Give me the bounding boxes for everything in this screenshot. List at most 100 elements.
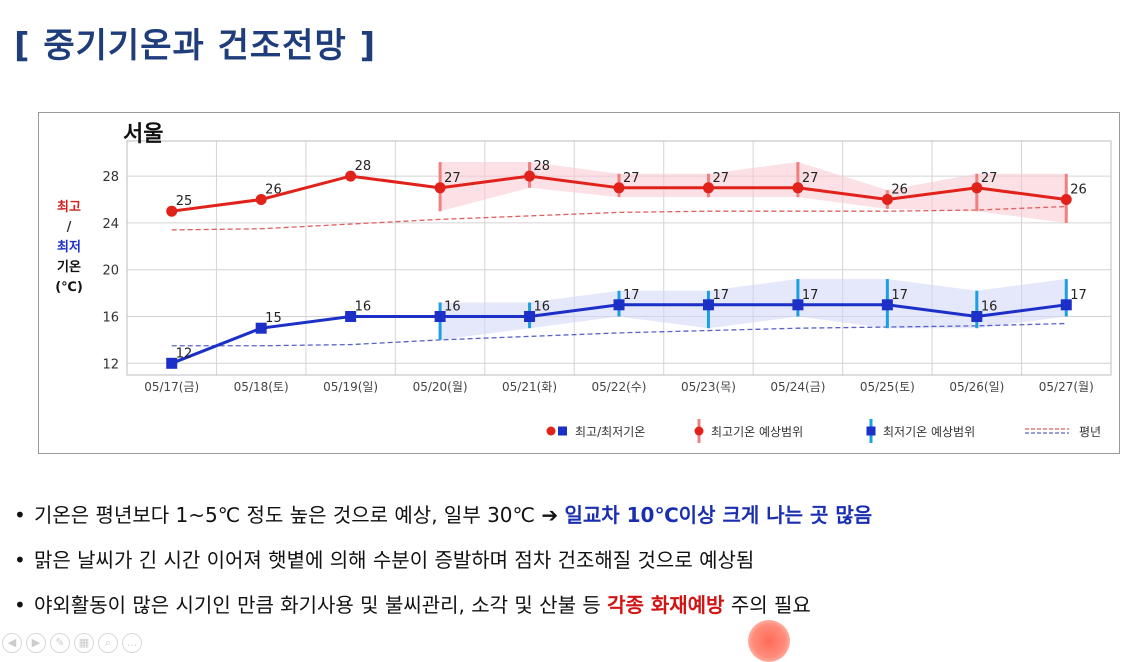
temperature-chart: 12 16 20 24 28 05/17(금) 05/18(토) 05/19(일) 05/20(… bbox=[38, 112, 1120, 454]
legend-max-range-marker bbox=[694, 426, 704, 436]
chart-svg: 12 16 20 24 28 05/17(금) 05/18(토) 05/19(일) 05/20(… bbox=[55, 122, 1112, 443]
min-range-band bbox=[440, 279, 1067, 340]
x-tick-label: 05/24(금) bbox=[770, 380, 825, 394]
data-label: 17 bbox=[891, 288, 908, 303]
legend-min-range-marker bbox=[866, 426, 876, 436]
data-label: 12 bbox=[176, 346, 193, 361]
max-temp-point bbox=[166, 205, 178, 217]
min-temp-point bbox=[881, 299, 893, 311]
data-label: 26 bbox=[891, 183, 908, 198]
x-tick-label: 05/22(수) bbox=[592, 380, 647, 394]
data-label: 17 bbox=[802, 288, 819, 303]
max-temp-point bbox=[1060, 194, 1072, 205]
max-temp-point bbox=[345, 170, 357, 182]
bullet-dot: • bbox=[14, 548, 26, 572]
y-axis-label: 최저 bbox=[57, 240, 81, 255]
data-label: 25 bbox=[176, 194, 193, 209]
min-temp-point bbox=[345, 311, 357, 322]
min-temp-point bbox=[971, 311, 983, 322]
data-label: 17 bbox=[623, 288, 640, 303]
x-tick-label: 05/23(목) bbox=[681, 380, 736, 394]
y-tick-label: 28 bbox=[102, 170, 119, 185]
data-label: 17 bbox=[712, 288, 729, 303]
x-tick-label: 05/20(월) bbox=[413, 380, 468, 394]
max-temp-point bbox=[971, 182, 983, 194]
normal-max-line bbox=[171, 205, 1067, 231]
legend-label: 평년 bbox=[1079, 425, 1101, 439]
min-temp-point bbox=[255, 322, 267, 334]
more-icon[interactable]: … bbox=[122, 633, 142, 653]
max-range-band bbox=[440, 162, 1067, 223]
bullet-text: 야외활동이 많은 시기인 만큼 화기사용 및 불씨관리, 소각 및 산불 등 bbox=[34, 593, 608, 617]
normal-min-line bbox=[171, 322, 1067, 347]
max-temp-point bbox=[702, 182, 714, 194]
min-temp-point bbox=[613, 299, 625, 311]
legend-max-marker bbox=[546, 426, 556, 436]
bullet-item-1: • 기온은 평년보다 1~5℃ 정도 높은 것으로 예상, 일부 30℃ ➔ 일교… bbox=[14, 495, 1134, 540]
max-temp-point bbox=[255, 194, 267, 205]
data-label: 26 bbox=[1070, 183, 1087, 198]
data-label: 27 bbox=[623, 171, 640, 186]
laser-pointer bbox=[748, 620, 790, 662]
data-label: 28 bbox=[534, 159, 551, 174]
bullet-item-2: • 맑은 날씨가 긴 시간 이어져 햇볕에 의해 수분이 증발하며 점차 건조해질… bbox=[14, 540, 1134, 585]
bullet-text: 맑은 날씨가 긴 시간 이어져 햇볕에 의해 수분이 증발하며 점차 건조해질 … bbox=[34, 548, 755, 572]
legend-min-marker bbox=[558, 426, 567, 436]
prev-icon[interactable]: ◀ bbox=[2, 633, 22, 653]
x-tick-label: 05/25(토) bbox=[860, 380, 915, 394]
y-axis-label: (℃) bbox=[55, 280, 83, 295]
legend-label: 최저기온 예상범위 bbox=[883, 425, 975, 439]
presentation-toolbar: ◀ ▶ ✎ ▦ ⌕… bbox=[0, 630, 220, 657]
data-label: 27 bbox=[712, 171, 729, 186]
data-label: 27 bbox=[444, 171, 461, 186]
min-temp-point bbox=[702, 299, 714, 311]
y-axis-label: 기온 bbox=[57, 260, 81, 275]
x-tick-label: 05/26(일) bbox=[949, 380, 1004, 394]
bullet-text: 기온은 평년보다 1~5℃ 정도 높은 것으로 예상, 일부 30℃ ➔ bbox=[34, 503, 565, 527]
min-temp-point bbox=[1060, 299, 1072, 311]
y-axis-label: 최고 bbox=[57, 200, 81, 215]
bullet-dot: • bbox=[14, 503, 26, 527]
max-temp-point bbox=[613, 182, 625, 194]
min-temp-point bbox=[792, 299, 804, 311]
data-label: 27 bbox=[981, 171, 998, 186]
data-label: 16 bbox=[534, 300, 551, 315]
data-label: 26 bbox=[265, 183, 282, 198]
data-label: 16 bbox=[444, 300, 461, 315]
x-tick-label: 05/27(월) bbox=[1039, 380, 1094, 394]
bullet-list: • 기온은 평년보다 1~5℃ 정도 높은 것으로 예상, 일부 30℃ ➔ 일교… bbox=[14, 495, 1134, 630]
bullet-item-3: • 야외활동이 많은 시기인 만큼 화기사용 및 불씨관리, 소각 및 산불 등 … bbox=[14, 585, 1134, 630]
x-tick-label: 05/18(토) bbox=[234, 380, 289, 394]
next-icon[interactable]: ▶ bbox=[26, 633, 46, 653]
x-tick-label: 05/17(금) bbox=[144, 380, 199, 394]
min-temp-point bbox=[524, 311, 536, 322]
data-label: 27 bbox=[802, 171, 819, 186]
y-axis-label: / bbox=[67, 220, 72, 235]
bullet-dot: • bbox=[14, 593, 26, 617]
data-label: 16 bbox=[355, 300, 372, 315]
data-label: 28 bbox=[355, 159, 372, 174]
y-tick-label: 20 bbox=[102, 264, 119, 279]
zoom-icon[interactable]: ⌕ bbox=[98, 633, 118, 653]
y-tick-label: 24 bbox=[102, 217, 119, 232]
chart-title: 서울 bbox=[123, 122, 163, 147]
x-tick-label: 05/19(일) bbox=[323, 380, 378, 394]
bullet-tail: 주의 필요 bbox=[724, 593, 811, 617]
max-temp-point bbox=[881, 194, 893, 205]
min-temp-point bbox=[434, 311, 446, 322]
legend-label: 최고기온 예상범위 bbox=[711, 425, 803, 439]
bullet-highlight: 일교차 10℃이상 크게 나는 곳 많음 bbox=[564, 503, 873, 527]
plot-frame bbox=[126, 140, 1112, 376]
pen-icon[interactable]: ✎ bbox=[50, 633, 70, 653]
data-label: 15 bbox=[265, 311, 282, 326]
max-temp-point bbox=[434, 182, 446, 194]
data-label: 16 bbox=[981, 300, 998, 315]
legend-label: 최고/최저기온 bbox=[575, 425, 645, 439]
min-temp-point bbox=[166, 357, 178, 369]
max-temp-point bbox=[792, 182, 804, 194]
data-label: 17 bbox=[1070, 288, 1087, 303]
slides-icon[interactable]: ▦ bbox=[74, 633, 94, 653]
bullet-highlight: 각종 화재예방 bbox=[607, 593, 725, 617]
max-temp-point bbox=[524, 170, 536, 182]
page-title: [ 중기기온과 건조전망 ] bbox=[14, 26, 377, 66]
